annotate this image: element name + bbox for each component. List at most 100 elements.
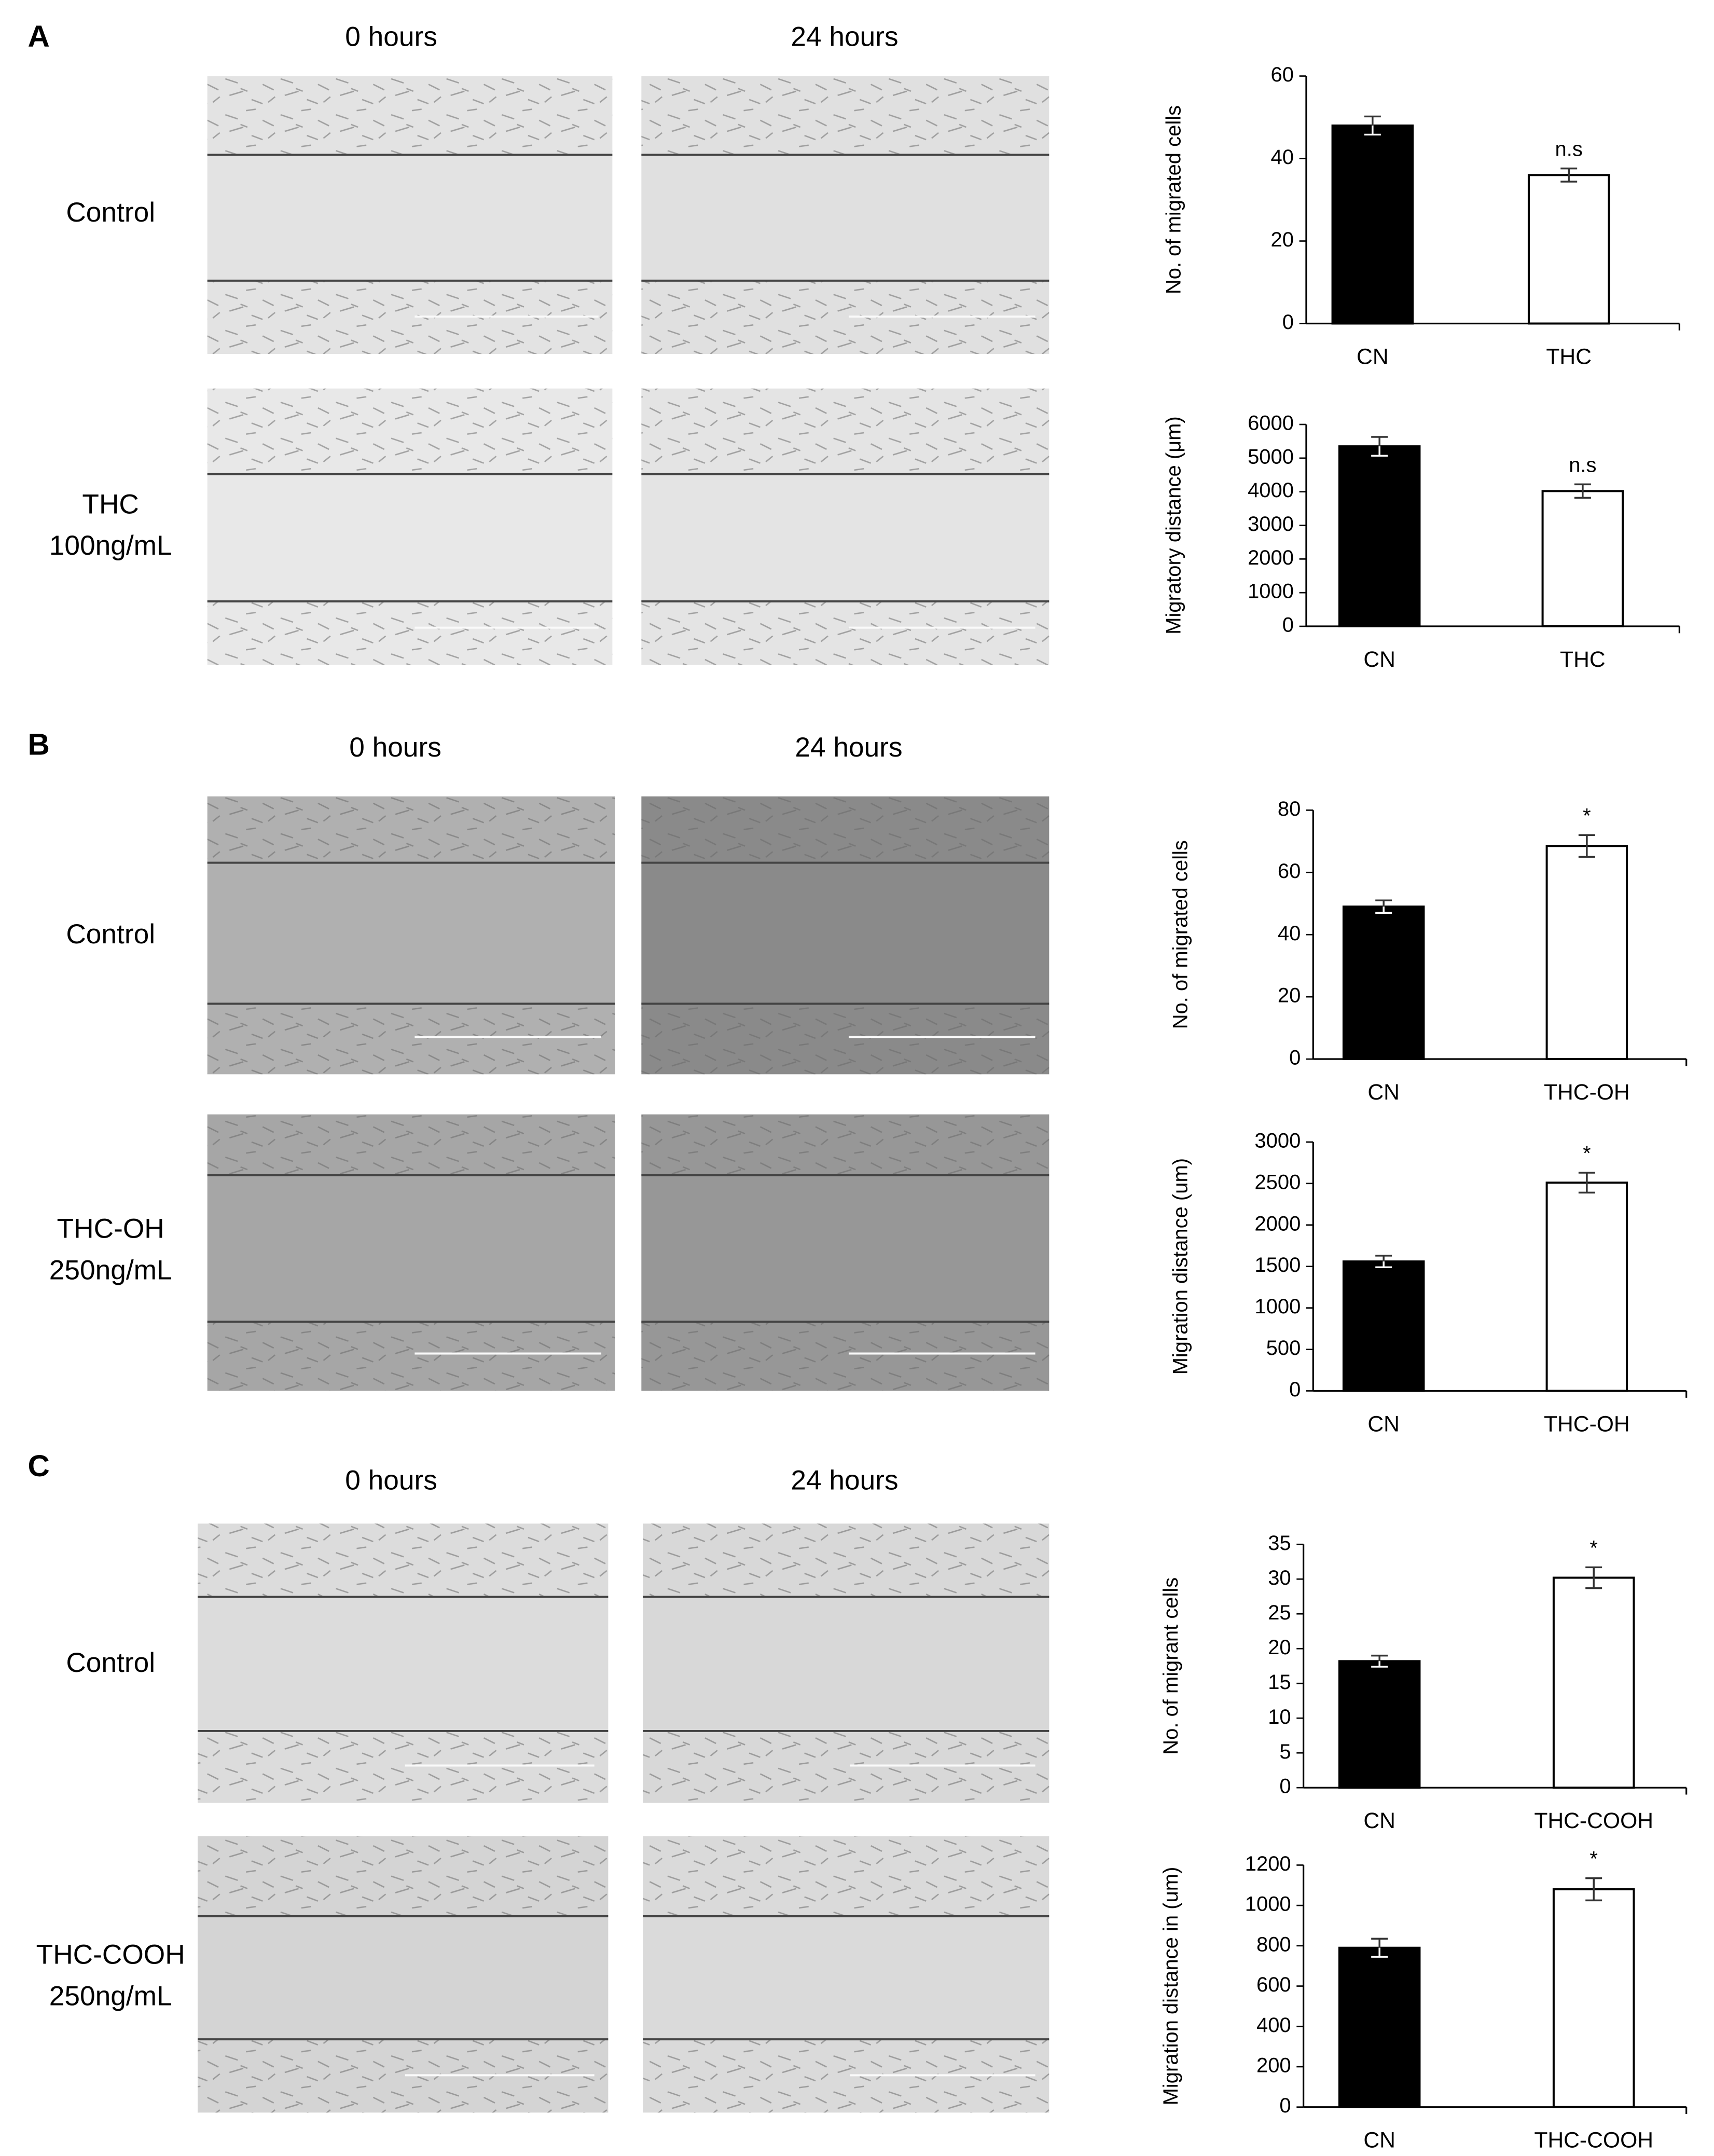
y-tick-label: 35 <box>1268 1532 1291 1555</box>
panel-label: C <box>27 1449 49 1483</box>
cell-layer <box>643 1523 1049 1597</box>
bar <box>1342 905 1425 1060</box>
y-tick-label: 80 <box>1278 798 1301 820</box>
bar <box>1331 124 1414 325</box>
bar <box>1527 174 1610 325</box>
y-tick-label: 0 <box>1289 1378 1301 1401</box>
x-tick-label: THC-COOH <box>1534 2128 1653 2153</box>
significance-label: * <box>1589 1848 1598 1871</box>
significance-label: * <box>1589 1536 1598 1559</box>
significance-label: n.s <box>1569 454 1596 476</box>
cell-layer <box>207 388 613 474</box>
y-tick-label: 0 <box>1279 1775 1291 1798</box>
row-label: 250ng/mL <box>49 1981 172 2011</box>
x-tick-label: CN <box>1363 647 1395 672</box>
significance-label: * <box>1583 1142 1591 1165</box>
y-tick-label: 200 <box>1256 2054 1291 2077</box>
y-tick-label: 0 <box>1282 311 1294 334</box>
row-label: Control <box>66 197 155 228</box>
y-tick-label: 2000 <box>1254 1212 1301 1235</box>
y-axis-label: Migratory distance (μm) <box>1162 416 1185 634</box>
column-header: 0 hours <box>345 1465 437 1495</box>
row-label: 250ng/mL <box>49 1255 172 1285</box>
x-tick-label: CN <box>1367 1080 1400 1105</box>
cell-layer <box>641 388 1049 474</box>
y-axis-label: No. of migrant cells <box>1159 1577 1182 1755</box>
micrograph <box>198 1836 609 2113</box>
cell-layer <box>198 1731 609 1803</box>
y-tick-label: 60 <box>1278 860 1301 883</box>
y-tick-label: 600 <box>1256 1973 1291 1996</box>
y-tick-label: 5 <box>1279 1740 1291 1763</box>
micrograph <box>643 1836 1049 2113</box>
y-tick-label: 20 <box>1278 984 1301 1007</box>
micrograph <box>643 1523 1049 1803</box>
bar <box>1552 1576 1635 1789</box>
row-label: Control <box>66 1647 155 1678</box>
y-tick-label: 400 <box>1256 2014 1291 2037</box>
y-tick-label: 3000 <box>1254 1129 1301 1152</box>
panel-label: A <box>27 20 49 53</box>
y-tick-label: 1200 <box>1245 1852 1291 1875</box>
significance-label: * <box>1583 804 1591 827</box>
bar <box>1545 845 1628 1060</box>
row-label: Control <box>66 919 155 950</box>
cell-layer <box>207 601 613 665</box>
bar <box>1338 1946 1421 2108</box>
y-tick-label: 800 <box>1256 1933 1291 1956</box>
y-tick-label: 15 <box>1268 1671 1291 1694</box>
cell-layer <box>207 1004 615 1075</box>
micrograph <box>207 76 613 354</box>
y-tick-label: 0 <box>1282 614 1294 637</box>
y-axis-label: No. of migrated cells <box>1162 105 1185 294</box>
cell-layer <box>643 1731 1049 1803</box>
significance-label: n.s <box>1555 138 1583 161</box>
y-tick-label: 25 <box>1268 1601 1291 1624</box>
column-header: 24 hours <box>791 1465 898 1495</box>
bar <box>1338 445 1421 628</box>
micrograph <box>641 796 1049 1075</box>
cell-layer <box>641 1004 1049 1075</box>
cell-layer <box>641 1114 1049 1175</box>
x-tick-label: THC-COOH <box>1534 1808 1653 1833</box>
y-tick-label: 5000 <box>1248 445 1294 468</box>
y-tick-label: 0 <box>1279 2094 1291 2117</box>
y-axis-label: Migration distance in (um) <box>1159 1867 1182 2106</box>
bar <box>1342 1260 1425 1392</box>
x-tick-label: THC <box>1560 647 1606 672</box>
y-axis-label: Migration distance (um) <box>1169 1158 1192 1375</box>
y-tick-label: 30 <box>1268 1567 1291 1589</box>
cell-layer <box>198 1523 609 1597</box>
cell-layer <box>198 1836 609 1916</box>
micrograph <box>207 388 613 665</box>
row-label: 100ng/mL <box>49 530 172 561</box>
y-tick-label: 40 <box>1278 922 1301 945</box>
cell-layer <box>207 1322 615 1391</box>
y-tick-label: 6000 <box>1248 412 1294 435</box>
x-tick-label: THC-OH <box>1544 1411 1630 1436</box>
x-tick-label: CN <box>1363 1808 1395 1833</box>
cell-layer <box>641 76 1049 155</box>
row-label: THC-COOH <box>36 1939 185 1970</box>
cell-layer <box>641 601 1049 665</box>
column-header: 0 hours <box>345 22 437 52</box>
row-label: THC-OH <box>57 1213 164 1244</box>
bar <box>1541 490 1624 628</box>
cell-layer <box>643 1836 1049 1916</box>
y-tick-label: 1500 <box>1254 1254 1301 1276</box>
cell-layer <box>641 796 1049 863</box>
micrograph <box>198 1523 609 1803</box>
y-tick-label: 60 <box>1271 63 1294 86</box>
y-axis-label: No. of migrated cells <box>1169 840 1192 1029</box>
cell-layer <box>207 1114 615 1175</box>
y-tick-label: 500 <box>1266 1337 1301 1359</box>
x-tick-label: CN <box>1363 2128 1395 2153</box>
column-header: 24 hours <box>791 22 898 52</box>
cell-layer <box>207 796 615 863</box>
y-tick-label: 2500 <box>1254 1171 1301 1193</box>
micrograph <box>641 76 1049 354</box>
y-tick-label: 20 <box>1271 228 1294 251</box>
y-tick-label: 10 <box>1268 1706 1291 1728</box>
x-tick-label: THC-OH <box>1544 1080 1630 1105</box>
